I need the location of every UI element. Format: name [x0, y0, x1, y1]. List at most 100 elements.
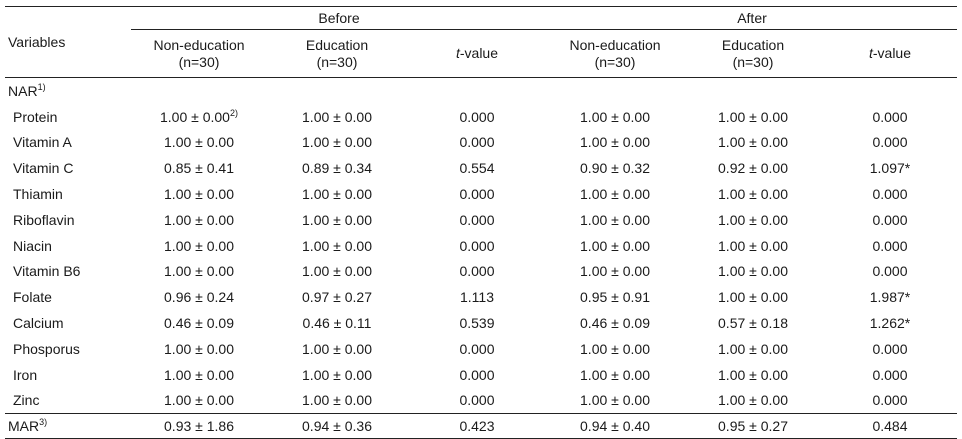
before-education-cell: 1.00 ± 0.00	[267, 336, 407, 362]
table-row: Thiamin 1.00 ± 0.00 1.00 ± 0.00 0.000 1.00 ±…	[5, 181, 957, 207]
cell-value: 1.00 ± 0.00	[302, 211, 372, 228]
cell-value: 1.00 ± 0.00	[302, 134, 372, 151]
cell-value: 1.00 ± 0.00	[302, 263, 372, 280]
before-t-value-header: t-value	[407, 30, 547, 78]
variable-cell: Phosporus	[13, 340, 80, 357]
cell-value: 0.95 ± 0.91	[580, 289, 650, 306]
before-education-cell: 0.46 ± 0.11	[267, 310, 407, 336]
cell-value: 1.113	[460, 289, 494, 306]
after-education-cell: 0.57 ± 0.18	[683, 310, 823, 336]
t-rest: -value	[459, 45, 499, 61]
table-row: Riboflavin 1.00 ± 0.00 1.00 ± 0.00 0.000 1.0…	[5, 207, 957, 233]
header-label: Education	[305, 36, 369, 53]
before-t-value-cell: 1.113	[407, 284, 547, 310]
after-non-education-cell: 1.00 ± 0.00	[547, 207, 683, 233]
variable-cell: Zinc	[13, 392, 40, 409]
before-t-value-cell: 0.554	[407, 155, 547, 181]
cell-value: 1.00 ± 0.00	[160, 108, 230, 125]
cell-value: 0.554	[459, 160, 495, 177]
cell-value: 1.00 ± 0.00	[718, 289, 788, 306]
before-education-cell: 1.00 ± 0.00	[267, 388, 407, 414]
after-t-value-cell: 0.000	[823, 181, 957, 207]
after-t-value-cell: 0.000	[823, 130, 957, 156]
cell-value: 0.000	[872, 186, 908, 203]
table-row: Phosporus 1.00 ± 0.00 1.00 ± 0.00 0.000 1.00…	[5, 336, 957, 362]
table-row: Niacin 1.00 ± 0.00 1.00 ± 0.00 0.000 1.00 ± …	[5, 233, 957, 259]
table-row: Protein 1.00 ± 0.002) 1.00 ± 0.00 0.000 1.00…	[5, 104, 957, 130]
cell-value: 1.00 ± 0.00	[718, 237, 788, 254]
after-t-value-header: t-value	[823, 30, 957, 78]
cell-value: 0.97 ± 0.27	[302, 289, 372, 306]
cell-value: 1.00 ± 0.00	[718, 108, 788, 125]
header-label: Non-education	[153, 36, 245, 53]
after-non-education-cell: 1.00 ± 0.00	[547, 259, 683, 285]
before-non-education-cell: 1.00 ± 0.002)	[131, 104, 267, 130]
after-education-cell: 1.00 ± 0.00	[683, 284, 823, 310]
before-non-education-cell: 0.46 ± 0.09	[131, 310, 267, 336]
cell-value: 1.00 ± 0.00	[164, 263, 234, 280]
variable-cell: Thiamin	[13, 186, 63, 203]
cell-value: 1.00 ± 0.00	[718, 366, 788, 383]
cell-value: 1.00 ± 0.00	[580, 392, 650, 409]
before-non-education-cell: 1.00 ± 0.00	[131, 233, 267, 259]
before-education-cell: 0.97 ± 0.27	[267, 284, 407, 310]
mar-after-education-cell: 0.95 ± 0.27	[683, 413, 823, 439]
cell-value: 1.00 ± 0.00	[302, 392, 372, 409]
footnote-marker: 2)	[229, 107, 238, 118]
group-header-row: Variables Before After	[5, 6, 957, 78]
after-t-value-cell: 0.000	[823, 207, 957, 233]
cell-value: 0.000	[459, 340, 495, 357]
cell-value: 0.89 ± 0.34	[302, 160, 372, 177]
cell-value: 0.000	[459, 366, 495, 383]
mar-before-education-cell: 0.94 ± 0.36	[267, 413, 407, 439]
cell-value: 1.00 ± 0.00	[302, 237, 372, 254]
after-education-cell: 1.00 ± 0.00	[683, 336, 823, 362]
cell-value: 1.00 ± 0.00	[302, 366, 372, 383]
cell-value: 1.00 ± 0.00	[164, 211, 234, 228]
cell-value: 0.000	[459, 263, 495, 280]
cell-value: 0.85 ± 0.41	[164, 160, 234, 177]
before-non-education-cell: 0.85 ± 0.41	[131, 155, 267, 181]
empty-cell	[131, 78, 957, 104]
after-t-value-cell: 1.987*	[823, 284, 957, 310]
before-t-value-cell: 0.000	[407, 259, 547, 285]
before-t-value-cell: 0.000	[407, 104, 547, 130]
cell-value: 0.96 ± 0.24	[164, 289, 234, 306]
cell-value: 0.46 ± 0.09	[164, 315, 234, 332]
variables-header: Variables	[5, 6, 131, 78]
after-education-cell: 1.00 ± 0.00	[683, 207, 823, 233]
cell-value: 0.57 ± 0.18	[718, 315, 788, 332]
header-n: (n=30)	[178, 53, 220, 70]
before-education-cell: 0.89 ± 0.34	[267, 155, 407, 181]
before-t-value-cell: 0.000	[407, 362, 547, 388]
cell-value: 1.00 ± 0.00	[580, 263, 650, 280]
after-education-cell: 0.92 ± 0.00	[683, 155, 823, 181]
cell-value: 1.00 ± 0.00	[164, 340, 234, 357]
before-non-education-header: Non-education (n=30)	[131, 30, 267, 78]
before-education-cell: 1.00 ± 0.00	[267, 362, 407, 388]
header-label: Education	[721, 36, 785, 53]
cell-value: 0.000	[872, 211, 908, 228]
mar-after-t-value-cell: 0.484	[823, 413, 957, 439]
cell-value: 0.539	[459, 315, 495, 332]
after-non-education-cell: 1.00 ± 0.00	[547, 233, 683, 259]
after-t-value-cell: 0.000	[823, 259, 957, 285]
before-education-cell: 1.00 ± 0.00	[267, 207, 407, 233]
before-non-education-cell: 1.00 ± 0.00	[131, 388, 267, 414]
before-non-education-cell: 1.00 ± 0.00	[131, 336, 267, 362]
after-education-cell: 1.00 ± 0.00	[683, 130, 823, 156]
cell-value: 0.000	[872, 340, 908, 357]
cell-value: 1.00 ± 0.00	[302, 108, 372, 125]
nar-section-row: NAR1)	[5, 78, 957, 104]
after-t-value-cell: 0.000	[823, 336, 957, 362]
t-rest: -value	[872, 45, 912, 61]
before-t-value-cell: 0.000	[407, 233, 547, 259]
after-group-header: After	[547, 6, 957, 30]
before-non-education-cell: 1.00 ± 0.00	[131, 207, 267, 233]
before-non-education-cell: 1.00 ± 0.00	[131, 259, 267, 285]
cell-value: 0.000	[872, 108, 908, 125]
variable-cell: Calcium	[13, 315, 64, 332]
variable-cell: Vitamin C	[13, 160, 74, 177]
after-non-education-cell: 1.00 ± 0.00	[547, 181, 683, 207]
table-body: NAR1) Protein 1.00 ± 0.002) 1.00 ± 0.00 0.0…	[5, 78, 957, 439]
